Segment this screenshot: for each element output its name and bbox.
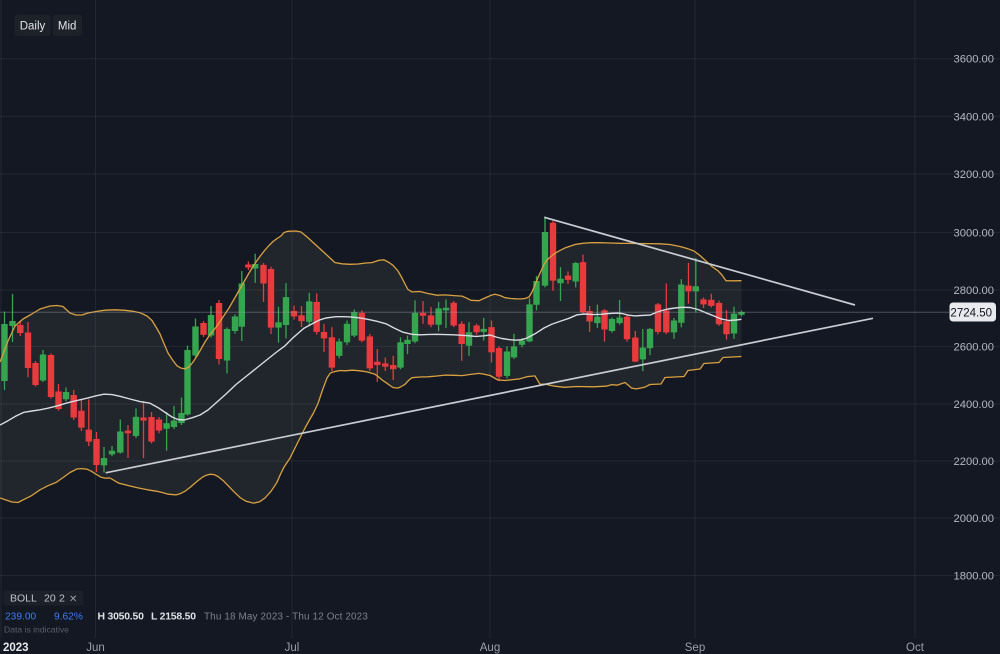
svg-text:Jun: Jun (86, 642, 105, 654)
svg-text:239.00: 239.00 (5, 612, 36, 623)
svg-text:3200.00: 3200.00 (954, 169, 994, 181)
svg-text:Thu 18 May 2023 - Thu 12 Oct 2: Thu 18 May 2023 - Thu 12 Oct 2023 (204, 612, 368, 623)
svg-text:2200.00: 2200.00 (954, 456, 994, 468)
svg-text:1800.00: 1800.00 (954, 571, 994, 583)
svg-text:2600.00: 2600.00 (954, 342, 994, 354)
svg-text:H 3050.50: H 3050.50 (98, 612, 145, 623)
svg-text:2: 2 (59, 593, 65, 605)
svg-text:Data is indicative: Data is indicative (4, 625, 69, 635)
svg-text:20: 20 (44, 593, 56, 605)
svg-text:2023: 2023 (3, 642, 29, 654)
svg-text:2724.50: 2724.50 (950, 308, 992, 320)
svg-text:Aug: Aug (480, 642, 500, 654)
svg-text:9.62%: 9.62% (54, 612, 83, 623)
svg-text:BOLL: BOLL (10, 593, 37, 605)
svg-text:Daily: Daily (20, 21, 46, 33)
svg-text:Mid: Mid (58, 21, 77, 33)
svg-text:2400.00: 2400.00 (954, 399, 994, 411)
svg-text:L 2158.50: L 2158.50 (151, 612, 196, 623)
svg-text:✕: ✕ (69, 594, 77, 605)
svg-text:3400.00: 3400.00 (954, 111, 994, 123)
svg-text:Sep: Sep (685, 642, 705, 654)
svg-text:3000.00: 3000.00 (954, 228, 994, 240)
svg-text:2800.00: 2800.00 (954, 285, 994, 297)
svg-text:3600.00: 3600.00 (954, 54, 994, 66)
svg-text:Oct: Oct (906, 642, 925, 654)
svg-text:Jul: Jul (285, 642, 300, 654)
svg-text:2000.00: 2000.00 (954, 513, 994, 525)
